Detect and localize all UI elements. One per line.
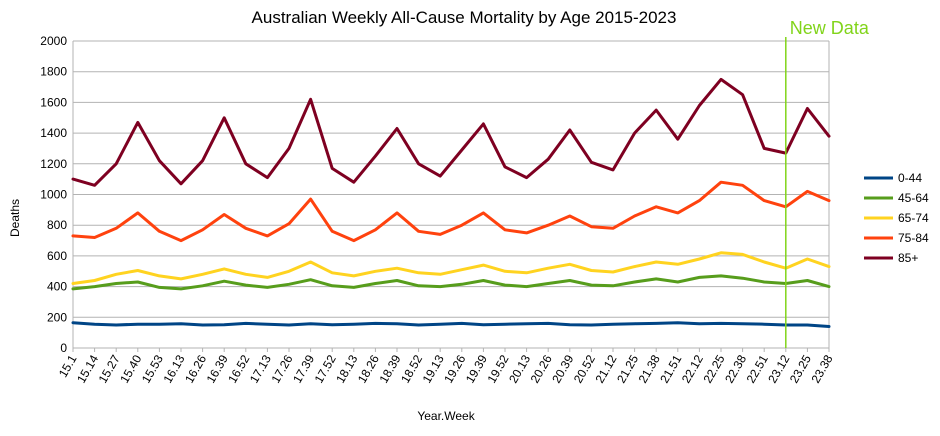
y-axis-title: Deaths [8,199,22,237]
y-tick-label: 2000 [40,34,67,48]
legend-label: 75-84 [898,231,929,245]
legend-label: 0-44 [898,171,922,185]
series-line-75-84 [71,180,831,243]
y-tick-label: 1400 [40,126,67,140]
y-tick-label: 1600 [40,95,67,109]
legend-label: 45-64 [898,191,929,205]
series-line-85+ [71,77,831,187]
legend-label: 65-74 [898,211,929,225]
y-tick-label: 1800 [40,65,67,79]
x-tick-label: 23.38 [808,352,835,385]
y-axis: 0 200 400 600 800 1000 1200 1400 1600 1800 2000 [40,34,67,355]
series-line-65-74 [71,251,831,285]
series-line-0-44 [71,321,831,328]
series-lines [71,77,831,328]
y-tick-label: 200 [47,310,67,324]
chart-title: Australian Weekly All-Cause Mortality by… [252,8,677,27]
series-line-45-64 [71,274,831,291]
y-tick-label: 1200 [40,157,67,171]
plot-area [72,41,830,348]
legend: 0-44 45-64 65-74 75-84 85+ [864,171,929,265]
y-tick-label: 800 [47,218,67,232]
x-axis-title: Year.Week [417,409,475,423]
legend-label: 85+ [898,251,918,265]
y-tick-label: 400 [47,280,67,294]
y-tick-label: 1000 [40,188,67,202]
y-tick-label: 600 [47,249,67,263]
x-axis: 15.115.1415.2715.4015.5316.1316.2616.391… [56,348,836,386]
new-data-annotation: New Data [785,18,870,348]
new-data-label: New Data [790,18,870,38]
y-tick-label: 0 [60,341,67,355]
